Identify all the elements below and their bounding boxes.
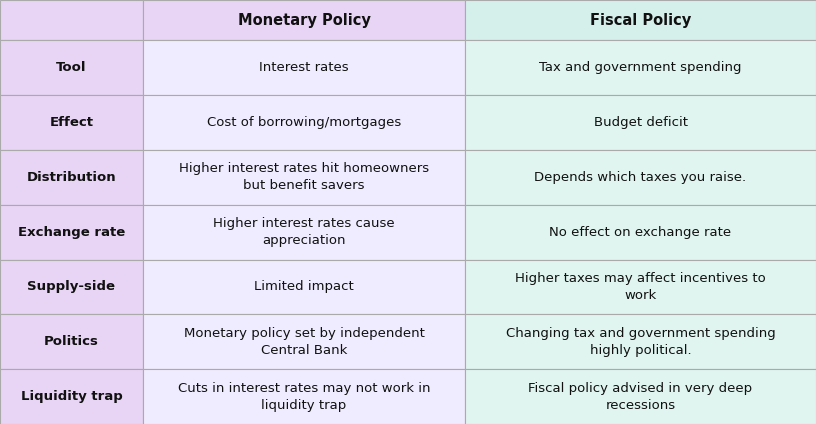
Text: Supply-side: Supply-side xyxy=(28,280,115,293)
Text: Tax and government spending: Tax and government spending xyxy=(539,61,742,74)
Text: Limited impact: Limited impact xyxy=(254,280,354,293)
Bar xyxy=(143,369,465,424)
Bar xyxy=(143,205,465,259)
Bar xyxy=(465,314,816,369)
Bar xyxy=(0,0,143,40)
Bar xyxy=(465,0,816,40)
Text: Distribution: Distribution xyxy=(27,171,116,184)
Bar xyxy=(143,314,465,369)
Text: Monetary Policy: Monetary Policy xyxy=(237,13,370,28)
Text: Fiscal Policy: Fiscal Policy xyxy=(590,13,691,28)
Text: Budget deficit: Budget deficit xyxy=(593,116,688,129)
Bar xyxy=(143,0,465,40)
Text: Monetary policy set by independent
Central Bank: Monetary policy set by independent Centr… xyxy=(184,327,424,357)
Bar xyxy=(143,40,465,95)
Text: Higher interest rates hit homeowners
but benefit savers: Higher interest rates hit homeowners but… xyxy=(179,162,429,192)
Text: Fiscal policy advised in very deep
recessions: Fiscal policy advised in very deep reces… xyxy=(529,382,752,412)
Bar xyxy=(0,95,143,150)
Text: Higher interest rates cause
appreciation: Higher interest rates cause appreciation xyxy=(213,217,395,247)
Text: Depends which taxes you raise.: Depends which taxes you raise. xyxy=(534,171,747,184)
Bar xyxy=(465,150,816,205)
Text: Higher taxes may affect incentives to
work: Higher taxes may affect incentives to wo… xyxy=(515,272,766,302)
Text: Effect: Effect xyxy=(50,116,93,129)
Bar xyxy=(0,40,143,95)
Text: Changing tax and government spending
highly political.: Changing tax and government spending hig… xyxy=(506,327,775,357)
Bar xyxy=(0,150,143,205)
Bar xyxy=(465,95,816,150)
Text: Interest rates: Interest rates xyxy=(259,61,348,74)
Text: Politics: Politics xyxy=(44,335,99,348)
Bar xyxy=(0,369,143,424)
Text: Liquidity trap: Liquidity trap xyxy=(20,390,122,403)
Bar xyxy=(0,314,143,369)
Bar xyxy=(143,259,465,314)
Bar xyxy=(0,259,143,314)
Text: Tool: Tool xyxy=(56,61,86,74)
Text: Cost of borrowing/mortgages: Cost of borrowing/mortgages xyxy=(206,116,401,129)
Bar xyxy=(0,205,143,259)
Bar xyxy=(465,369,816,424)
Bar xyxy=(465,259,816,314)
Bar xyxy=(143,150,465,205)
Text: Exchange rate: Exchange rate xyxy=(18,226,125,239)
Text: Cuts in interest rates may not work in
liquidity trap: Cuts in interest rates may not work in l… xyxy=(178,382,430,412)
Bar xyxy=(465,40,816,95)
Bar xyxy=(465,205,816,259)
Text: No effect on exchange rate: No effect on exchange rate xyxy=(549,226,732,239)
Bar xyxy=(143,95,465,150)
